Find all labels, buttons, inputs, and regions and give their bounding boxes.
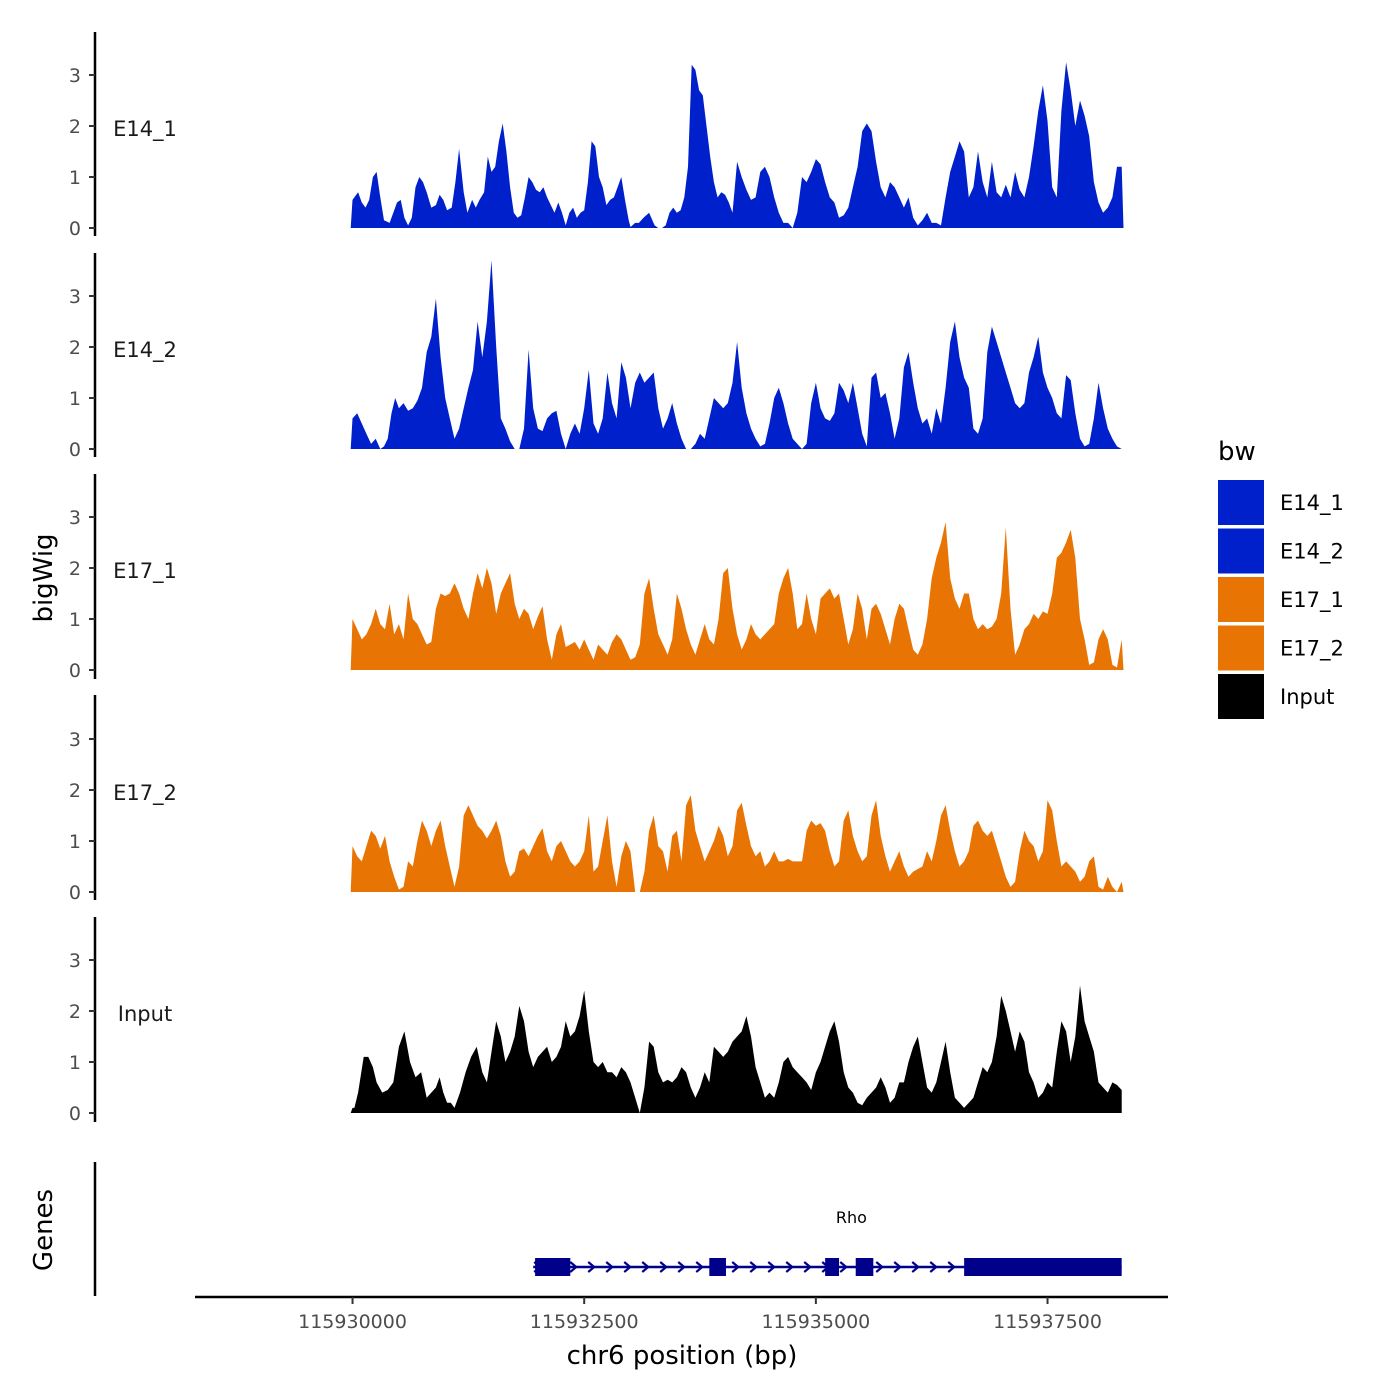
track-label: E17_2 (113, 781, 177, 806)
strand-arrow (587, 1261, 596, 1273)
y-axis-title: bigWig (29, 533, 59, 622)
y-tick-label: 3 (69, 729, 81, 751)
track-Input: 0 1 2 3 Input (69, 917, 1122, 1125)
x-tick-label: 115930000 (298, 1311, 407, 1333)
strand-arrow (677, 1261, 686, 1273)
y-tick-label: 0 (69, 882, 81, 904)
x-tick-label: 115937500 (993, 1311, 1102, 1333)
track-E14_1: 0 1 2 3 E14_1 (69, 32, 1124, 240)
y-tick-label: 2 (69, 780, 81, 802)
y-tick-label: 2 (69, 337, 81, 359)
y-tick-label: 1 (69, 831, 81, 853)
y-tick-label: 3 (69, 65, 81, 87)
y-tick-label: 0 (69, 439, 81, 461)
y-tick-label: 1 (69, 167, 81, 189)
y-tick-label: 2 (69, 116, 81, 138)
y-tick-label: 1 (69, 609, 81, 631)
strand-arrow (731, 1261, 740, 1273)
track-E14_2: 0 1 2 3 E14_2 (69, 253, 1124, 461)
legend-label: E17_1 (1280, 588, 1344, 613)
legend-swatch (1218, 577, 1264, 622)
legend-label: E14_1 (1280, 491, 1344, 516)
legend-title: bw (1218, 437, 1256, 467)
track-E17_2: 0 1 2 3 E17_2 (69, 695, 1124, 904)
y-tick-label: 2 (69, 558, 81, 580)
signal-area (350, 522, 1124, 670)
strand-arrow (929, 1261, 938, 1273)
track-label: E17_1 (113, 559, 177, 584)
y-tick-label: 3 (69, 950, 81, 972)
y-tick-label: 1 (69, 388, 81, 410)
strand-arrow (659, 1261, 668, 1273)
track-label: E14_1 (113, 117, 177, 142)
signal-area (350, 260, 1124, 449)
track-label: Input (118, 1002, 172, 1026)
y-tick-label: 1 (69, 1052, 81, 1074)
legend-label: E17_2 (1280, 637, 1344, 662)
strand-arrow (641, 1261, 650, 1273)
signal-area (350, 795, 1124, 892)
x-axis: 115930000 115932500 115935000 115937500 (195, 1295, 1168, 1333)
y-tick-label: 0 (69, 1103, 81, 1125)
x-axis-title: chr6 position (bp) (567, 1341, 798, 1371)
genes-panel: Rho (93, 1162, 1122, 1296)
y-tick-label: 2 (69, 1001, 81, 1023)
y-tick-label: 0 (69, 660, 81, 682)
y-tick-label: 0 (69, 218, 81, 240)
y-tick-label: 3 (69, 286, 81, 308)
genes-axis-title: Genes (29, 1189, 59, 1271)
gene-exon (709, 1258, 726, 1276)
legend-swatch (1218, 674, 1264, 719)
strand-arrow (839, 1261, 848, 1273)
strand-arrow (695, 1261, 704, 1273)
strand-arrow (911, 1261, 920, 1273)
gene-exon (535, 1258, 571, 1276)
track-E17_1: 0 1 2 3 E17_1 (69, 474, 1124, 682)
legend-swatch (1218, 480, 1264, 525)
strand-arrow (569, 1261, 578, 1273)
gene-exon (825, 1258, 840, 1276)
strand-arrow (947, 1261, 956, 1273)
strand-arrow (893, 1261, 902, 1273)
gene-name-label: Rho (836, 1208, 867, 1227)
x-tick-label: 115935000 (761, 1311, 870, 1333)
legend-label: Input (1280, 685, 1334, 709)
signal-area (350, 62, 1124, 228)
x-tick-label: 115932500 (530, 1311, 639, 1333)
legend-swatch (1218, 625, 1264, 671)
signal-area (350, 985, 1122, 1113)
legend-label: E14_2 (1280, 540, 1344, 565)
strand-arrow (785, 1261, 794, 1273)
strand-arrow (767, 1261, 776, 1273)
gene-exon (855, 1258, 874, 1276)
legend: bw E14_1 E14_2 E17_1 E17_2 Input (1218, 437, 1344, 719)
strand-arrow (875, 1261, 884, 1273)
strand-arrow (623, 1261, 632, 1273)
strand-arrow (605, 1261, 614, 1273)
gene-Rho: Rho (533, 1208, 1122, 1276)
legend-swatch (1218, 528, 1264, 574)
strand-arrow (749, 1261, 758, 1273)
tracks: 0 1 2 3 E14_1 0 1 2 3 E14_2 0 1 2 3 E17_1 0 1 2 3 E17_2 0 1 2 3… (69, 32, 1124, 1125)
track-label: E14_2 (113, 338, 177, 363)
gene-exon (964, 1258, 1122, 1276)
y-tick-label: 3 (69, 507, 81, 529)
strand-arrow (803, 1261, 812, 1273)
